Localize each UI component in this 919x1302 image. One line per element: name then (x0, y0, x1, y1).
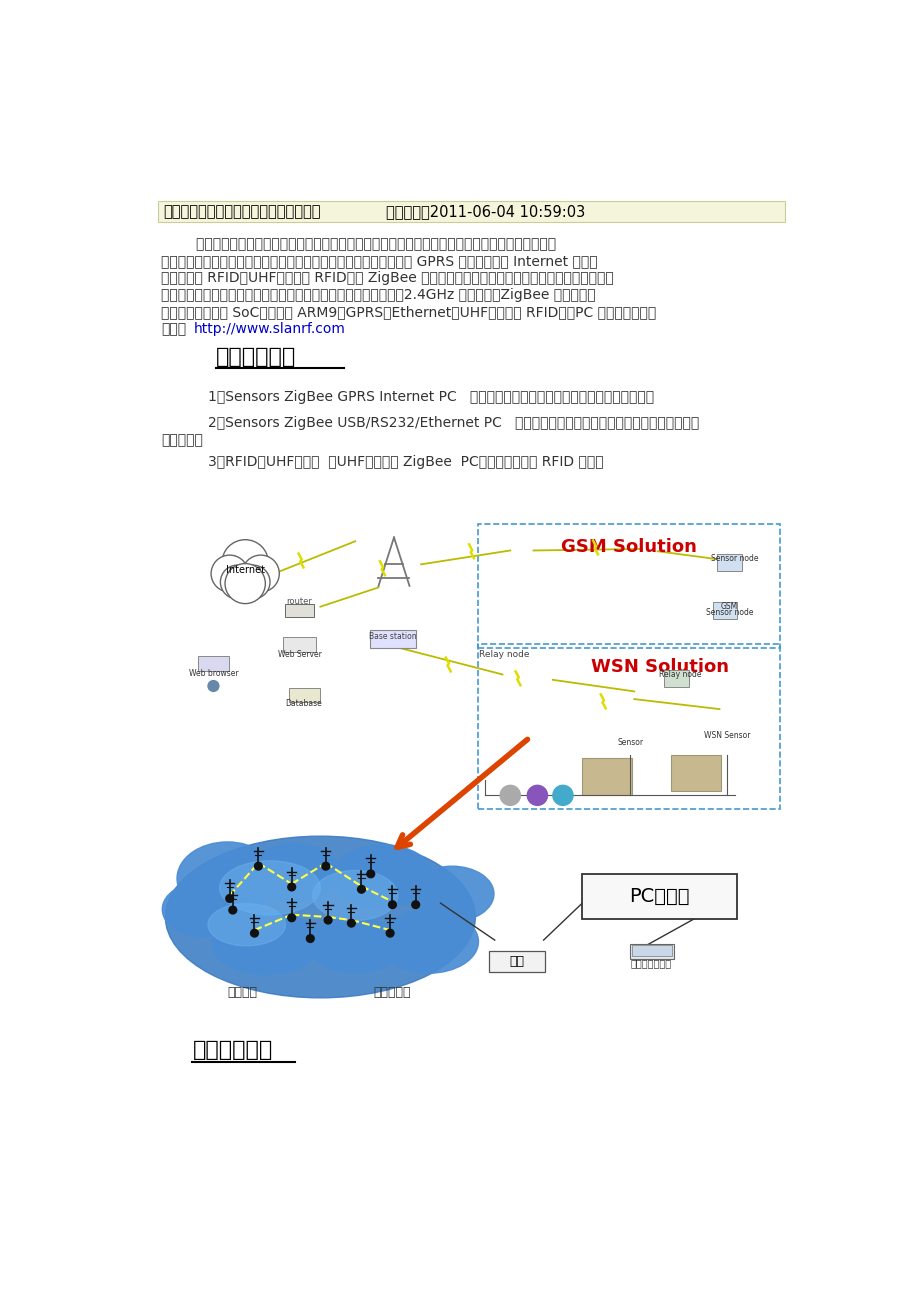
Circle shape (500, 785, 520, 806)
Text: 3、RFID（UHF）标签  （UHF）读卡器 ZigBee  PC（同时读取多个 RFID 标签）: 3、RFID（UHF）标签 （UHF）读卡器 ZigBee PC（同时读取多个 … (208, 454, 603, 469)
Circle shape (388, 901, 396, 909)
FancyBboxPatch shape (489, 950, 545, 973)
Ellipse shape (162, 881, 245, 937)
FancyBboxPatch shape (582, 758, 631, 796)
Text: 感智物联网工程专业实训实验室方案系针对物联网技术应用开发与教学的整体解决方案，全方位覆: 感智物联网工程专业实训实验室方案系针对物联网技术应用开发与教学的整体解决方案，全… (162, 237, 556, 251)
FancyBboxPatch shape (629, 944, 673, 960)
Circle shape (255, 862, 262, 870)
Ellipse shape (246, 844, 339, 901)
Circle shape (221, 540, 268, 586)
Ellipse shape (208, 904, 285, 945)
Text: 无线传感器、无线 SoC、嵌入式 ARM9、GPRS、Ethernet、UHF（超高频 RFID）、PC 软件编程。官网: 无线传感器、无线 SoC、嵌入式 ARM9、GPRS、Ethernet、UHF（… (162, 305, 656, 319)
Circle shape (357, 885, 365, 893)
Text: 地址：: 地址： (162, 322, 187, 336)
Ellipse shape (165, 836, 475, 997)
FancyBboxPatch shape (369, 630, 416, 648)
Circle shape (552, 785, 573, 806)
FancyBboxPatch shape (671, 755, 720, 792)
Circle shape (323, 917, 332, 924)
Text: Sensor: Sensor (617, 738, 642, 747)
Circle shape (229, 906, 236, 914)
Text: 监测区域: 监测区域 (228, 986, 257, 999)
FancyBboxPatch shape (198, 656, 229, 672)
Circle shape (208, 681, 219, 691)
Text: Web Server: Web Server (278, 650, 321, 659)
Circle shape (235, 565, 269, 599)
Text: 网关: 网关 (509, 956, 524, 969)
FancyBboxPatch shape (711, 602, 736, 618)
Text: PC机部分: PC机部分 (629, 887, 689, 906)
Circle shape (288, 883, 295, 891)
Ellipse shape (332, 845, 432, 907)
Text: Sensor node: Sensor node (705, 608, 753, 617)
Text: Web browser: Web browser (188, 669, 238, 678)
Ellipse shape (211, 911, 320, 975)
Ellipse shape (176, 842, 278, 915)
Text: http://www.slanrf.com: http://www.slanrf.com (194, 322, 346, 336)
Ellipse shape (312, 871, 397, 921)
Circle shape (527, 785, 547, 806)
Text: Database: Database (286, 699, 323, 708)
FancyBboxPatch shape (717, 555, 741, 572)
Circle shape (221, 565, 255, 599)
Ellipse shape (220, 861, 320, 915)
Text: 1、Sensors ZigBee GPRS Internet PC   （光照传感器、温度传感器、三维加速度传感器）: 1、Sensors ZigBee GPRS Internet PC （光照传感器… (208, 389, 653, 404)
Ellipse shape (410, 866, 494, 922)
Text: 盖物联网所涉及的所有技术，从无线传感器硬件到嵌入式软件系统到 GPRS 网络通讯再到 Internet 端应用: 盖物联网所涉及的所有技术，从无线传感器硬件到嵌入式软件系统到 GPRS 网络通讯… (162, 254, 597, 268)
Circle shape (412, 901, 419, 909)
Text: 软件，以及 RFID（UHF，超高频 RFID）与 ZigBee 网络的结合应用，全面诠释了物联网技术在行业应用: 软件，以及 RFID（UHF，超高频 RFID）与 ZigBee 网络的结合应用… (162, 271, 614, 285)
Ellipse shape (309, 918, 402, 973)
FancyBboxPatch shape (664, 669, 688, 686)
Ellipse shape (379, 910, 478, 973)
Circle shape (288, 914, 295, 922)
Text: GSM Solution: GSM Solution (561, 538, 696, 556)
Text: 的技术基础。该方案所涉及到的物联网技术主要包括：电子电路、2.4GHz 高频通讯、ZigBee 无线网络、: 的技术基础。该方案所涉及到的物联网技术主要包括：电子电路、2.4GHz 高频通讯… (162, 288, 596, 302)
Text: 感智物联网工程专业实训实验室建设方案: 感智物联网工程专业实训实验室建设方案 (163, 204, 320, 219)
Text: 2、Sensors ZigBee USB/RS232/Ethernet PC   （选配：温湿度、烟雾、红外、压力传感器，无线: 2、Sensors ZigBee USB/RS232/Ethernet PC （… (208, 417, 698, 431)
Circle shape (250, 930, 258, 937)
Circle shape (306, 935, 313, 943)
Text: Base station: Base station (369, 631, 416, 641)
Circle shape (367, 870, 374, 878)
Text: 用户访问管理端: 用户访问管理端 (630, 958, 671, 969)
FancyBboxPatch shape (157, 201, 785, 223)
FancyBboxPatch shape (581, 874, 736, 918)
Circle shape (225, 564, 265, 604)
Circle shape (386, 930, 393, 937)
Circle shape (225, 894, 233, 902)
Circle shape (210, 555, 248, 592)
Text: GSM: GSM (720, 602, 737, 611)
Text: 二、产品简介: 二、产品简介 (192, 1040, 272, 1060)
Text: 传感器节点: 传感器节点 (373, 986, 411, 999)
Text: router: router (286, 598, 312, 607)
Text: Internet: Internet (225, 565, 265, 574)
Circle shape (347, 919, 355, 927)
Text: Relay node: Relay node (479, 650, 529, 659)
Text: WSN Sensor: WSN Sensor (703, 730, 750, 740)
Text: 电机节点）: 电机节点） (162, 434, 203, 448)
Text: Relay node: Relay node (659, 669, 701, 678)
Text: 发布时间：2011-06-04 10:59:03: 发布时间：2011-06-04 10:59:03 (386, 204, 584, 219)
FancyBboxPatch shape (284, 604, 313, 617)
FancyBboxPatch shape (289, 689, 319, 702)
FancyBboxPatch shape (631, 945, 671, 956)
Text: Sensor node: Sensor node (710, 555, 758, 564)
Text: 一、方案概述: 一、方案概述 (216, 348, 296, 367)
Circle shape (322, 862, 329, 870)
FancyBboxPatch shape (283, 637, 315, 652)
Text: WSN Solution: WSN Solution (590, 659, 728, 676)
Circle shape (242, 555, 279, 592)
